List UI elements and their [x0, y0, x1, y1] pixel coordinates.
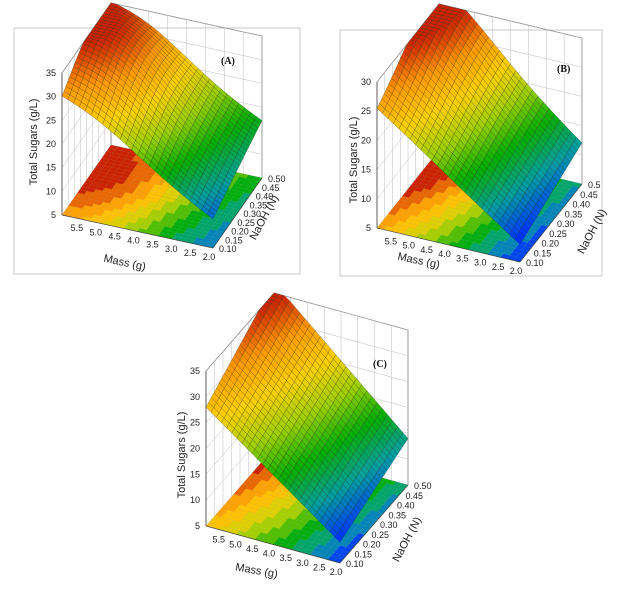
- panel-b-z-tick-label: 15: [361, 165, 371, 175]
- panel-a-x-tick-label: 3.0: [165, 244, 178, 254]
- panel-b-z-tick-label: 10: [361, 194, 371, 204]
- panel-a-y-tick-label: 0.25: [237, 218, 255, 228]
- panel-c-z-tick-label: 30: [190, 392, 200, 402]
- panel-c-y-tick-label: 0.20: [363, 540, 381, 550]
- panel-b-label: (B): [557, 64, 570, 75]
- panel-a-y-tick-label: 0.15: [225, 235, 243, 245]
- panel-a-y-tick-label: 0.50: [268, 174, 286, 184]
- panel-c-y-tick-label: 0.45: [406, 491, 424, 501]
- panel-b-z-tick-label: 30: [361, 77, 371, 87]
- panel-c-x-tick-label: 4.5: [246, 544, 259, 554]
- panel-c-x-axis-title: Mass (g): [234, 561, 278, 580]
- panel-b-y-tick-label: 0.35: [565, 209, 583, 219]
- panel-b-x-tick-label: 3.5: [456, 253, 469, 263]
- panel-b-y-tick-label: 0.10: [526, 258, 544, 268]
- panel-a-y-tick-label: 0.45: [262, 183, 280, 193]
- panel-b-z-axis-title: Total Sugars (g/L): [348, 117, 360, 204]
- panel-b-surface: [376, 3, 583, 245]
- panel-b-y-axis: [519, 183, 583, 263]
- panel-a-x-tick-label: 5.5: [71, 223, 84, 233]
- panel-a-label: (A): [221, 56, 235, 67]
- panel-b-z-tick-label: 5: [366, 223, 371, 233]
- panel-b-y-tick-label: 0.25: [549, 229, 567, 239]
- panel-c-x-tick-label: 5.0: [229, 539, 242, 549]
- panel-b-x-tick-label: 5.5: [385, 236, 398, 246]
- panel-a-x-tick-label: 2.5: [184, 248, 197, 258]
- panel-b-x-axis-title: Mass (g): [396, 251, 440, 272]
- panel-c-x-tick-label: 3.5: [279, 553, 292, 563]
- panel-b-y-tick-label: 0.15: [534, 248, 552, 258]
- panel-b-x-tick-label: 2.5: [492, 262, 505, 272]
- panel-c-z-tick-label: 5: [195, 521, 200, 531]
- panel-a-surface: [61, 2, 263, 220]
- panel-a-y-tick-label: 0.40: [256, 192, 274, 202]
- panel-c-y-tick-label: 0.10: [346, 559, 364, 569]
- panel-b-x-axis: [376, 227, 521, 263]
- panel-a-z-tick-label: 35: [46, 68, 56, 78]
- panel-a-surface-cell: [207, 210, 216, 220]
- panel-a-x-tick-label: 2.0: [203, 252, 216, 262]
- panel-b-z-tick-label: 20: [361, 135, 371, 145]
- panel-a-frame: [13, 27, 301, 275]
- panel-a-z-tick-label: 5: [51, 210, 56, 220]
- panel-b-x-tick-label: 2.0: [510, 266, 523, 276]
- panel-a-x-tick-label: 3.5: [146, 240, 159, 250]
- panel-a-y-tick-label: 0.35: [250, 200, 268, 210]
- panel-c-y-tick-label: 0.50: [414, 481, 432, 491]
- panel-a-x-tick-label: 5.0: [89, 227, 102, 237]
- panel-a-y-axis: [212, 177, 263, 249]
- panel-c-x-tick-label: 3.0: [296, 558, 309, 568]
- panel-a-x-axis-title: Mass (g): [102, 253, 146, 274]
- panel-b-y-tick-label: 0.5: [588, 180, 601, 190]
- panel-b-x-tick-label: 3.0: [474, 258, 487, 268]
- panel-c-label: (C): [373, 359, 387, 370]
- panel-a-x-tick-label: 4.5: [108, 231, 121, 241]
- panel-b-y-tick-label: 0.20: [542, 239, 560, 249]
- panel-a-z-axis-title: Total Sugars (g/L): [28, 99, 40, 186]
- panel-b-y-tick-label: 0.45: [580, 190, 598, 200]
- panel-c-x-tick-label: 5.5: [212, 535, 225, 545]
- panel-a-y-tick-label: 0.30: [244, 209, 262, 219]
- panel-c-y-tick-label: 0.40: [397, 501, 415, 511]
- panel-c-x-tick-label: 2.5: [313, 562, 326, 572]
- panel-b-y-tick-label: 0.40: [573, 200, 591, 210]
- panel-c-y-tick-label: 0.25: [372, 530, 390, 540]
- panel-a-z-tick-label: 30: [46, 92, 56, 102]
- panel-a-y-tick-label: 0.10: [219, 244, 237, 254]
- panel-c-z-tick-label: 35: [190, 366, 200, 376]
- panel-c-z-tick-label: 25: [190, 418, 200, 428]
- panel-c-y-tick-label: 0.30: [380, 520, 398, 530]
- panel-c-z-tick-label: 20: [190, 444, 200, 454]
- panel-a-x-tick-label: 4.0: [127, 236, 140, 246]
- panel-b-x-tick-label: 5.0: [402, 241, 415, 251]
- panel-a-z-tick-label: 10: [46, 186, 56, 196]
- panel-b-z-tick-label: 25: [361, 106, 371, 116]
- panel-b-surface-cell: [514, 235, 523, 245]
- panel-c-x-tick-label: 2.0: [330, 567, 343, 577]
- panel-c-z-tick-label: 10: [190, 495, 200, 505]
- panel-a-z-tick-label: 20: [46, 139, 56, 149]
- panel-a-z-tick-label: 15: [46, 163, 56, 173]
- panel-b-x-tick-label: 4.0: [438, 249, 451, 259]
- panel-a-contour-cell: [108, 144, 119, 150]
- panel-a-y-tick-label: 0.20: [231, 227, 249, 237]
- panel-c-z-tick-label: 15: [190, 469, 200, 479]
- panel-a-z-tick-label: 25: [46, 115, 56, 125]
- panel-b-x-tick-label: 4.5: [420, 245, 433, 255]
- panel-c-y-tick-label: 0.35: [389, 510, 407, 520]
- panel-c-y-tick-label: 0.15: [355, 549, 373, 559]
- panel-c-z-axis-title: Total Sugars (g/L): [176, 412, 188, 499]
- panel-b-y-tick-label: 0.30: [557, 219, 575, 229]
- panel-c-x-tick-label: 4.0: [263, 549, 276, 559]
- panel-a-x-axis: [61, 214, 214, 249]
